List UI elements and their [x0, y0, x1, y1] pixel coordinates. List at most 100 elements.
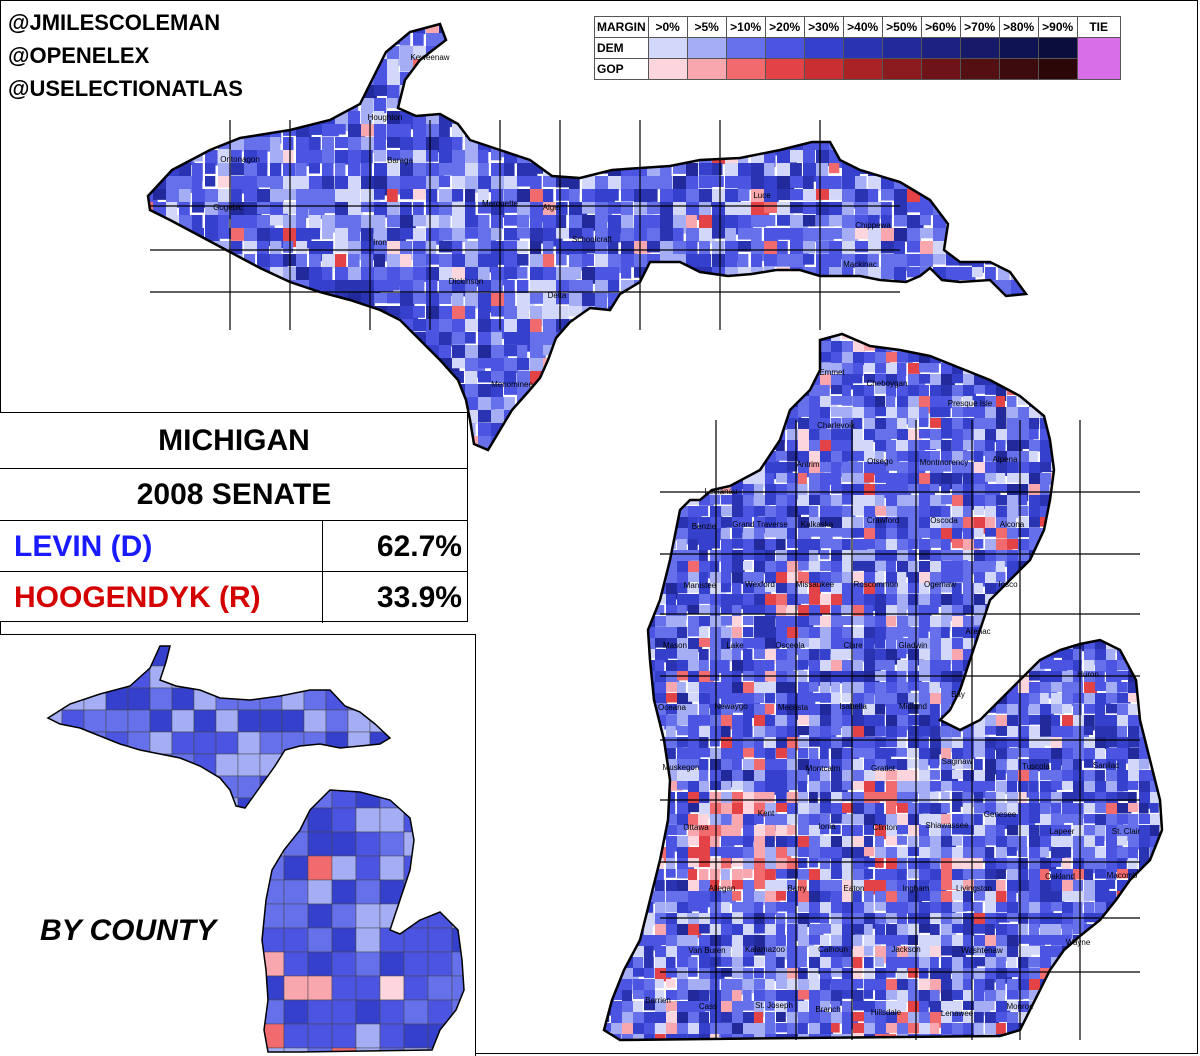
precinct-cell	[853, 737, 867, 752]
precinct-cell	[608, 72, 624, 87]
precinct-cell	[842, 869, 852, 886]
precinct-cell	[930, 693, 948, 705]
precinct-cell	[530, 319, 542, 337]
precinct-cell	[908, 583, 922, 594]
precinct-cell	[998, 72, 1012, 88]
precinct-cell	[1007, 858, 1021, 871]
precinct-cell	[1062, 396, 1075, 409]
precinct-cell	[452, 254, 469, 269]
precinct-cell	[798, 334, 814, 341]
precinct-cell	[798, 407, 813, 417]
precinct-cell	[1007, 627, 1022, 641]
precinct-cell	[974, 814, 983, 826]
precinct-cell	[608, 371, 623, 391]
precinct-cell	[257, 254, 271, 270]
precinct-cell	[348, 24, 363, 39]
precinct-cell	[270, 371, 285, 392]
precinct-cell	[148, 254, 154, 273]
precinct-cell	[148, 24, 156, 36]
precinct-cell	[897, 495, 908, 509]
precinct-cell	[803, 254, 815, 265]
precinct-cell	[218, 371, 237, 389]
precinct-cell	[686, 423, 698, 438]
precinct-cell	[820, 825, 830, 835]
precinct-cell	[688, 649, 699, 662]
precinct-cell	[608, 124, 627, 144]
precinct-cell	[283, 293, 302, 304]
precinct-cell	[1117, 561, 1134, 575]
precinct-cell	[1084, 627, 1094, 641]
precinct-cell	[166, 254, 179, 272]
precinct-cell	[283, 98, 302, 112]
precinct-cell	[754, 627, 772, 638]
precinct-cell	[985, 374, 997, 391]
precinct-cell	[595, 358, 606, 370]
precinct-cell	[1150, 627, 1161, 643]
precinct-cell	[309, 254, 321, 268]
precinct-cell	[765, 759, 778, 771]
precinct-cell	[974, 770, 988, 782]
precinct-cell	[996, 759, 1007, 774]
precinct-cell	[853, 561, 869, 571]
precinct-cell	[660, 332, 677, 345]
precinct-cell	[231, 24, 246, 36]
precinct-cell	[764, 176, 778, 193]
precinct-cell	[875, 715, 885, 733]
precinct-cell	[765, 473, 775, 485]
precinct-cell	[998, 124, 1014, 145]
precinct-cell	[919, 363, 934, 373]
precinct-cell	[941, 506, 951, 521]
precinct-cell	[504, 397, 515, 418]
precinct-cell	[1150, 671, 1162, 687]
precinct-cell	[985, 59, 996, 76]
legend-dem-swatch	[959, 37, 1000, 59]
precinct-cell	[621, 24, 632, 40]
precinct-cell	[699, 72, 716, 84]
precinct-cell	[776, 594, 789, 607]
precinct-cell	[699, 319, 719, 332]
precinct-cell	[1095, 495, 1108, 509]
precinct-cell	[985, 770, 996, 783]
precinct-cell	[787, 605, 798, 618]
precinct-cell	[166, 306, 186, 318]
precinct-cell	[595, 98, 614, 112]
precinct-cell	[296, 293, 315, 311]
precinct-cell	[604, 649, 610, 664]
precinct-cell	[790, 293, 809, 305]
precinct-cell	[608, 267, 620, 281]
precinct-cell	[452, 46, 468, 61]
precinct-cell	[933, 85, 947, 101]
precinct-cell	[1062, 352, 1071, 364]
precinct-cell	[842, 649, 859, 660]
precinct-cell	[634, 371, 651, 384]
precinct-cell	[595, 449, 607, 450]
precinct-cell	[908, 550, 917, 562]
precinct-cell	[894, 98, 913, 115]
precinct-cell	[816, 46, 832, 59]
precinct-cell	[604, 627, 617, 640]
precinct-cell	[853, 583, 864, 597]
precinct-cell	[611, 693, 629, 710]
precinct-cell	[868, 59, 879, 78]
precinct-cell	[721, 334, 736, 344]
precinct-cell	[699, 814, 709, 832]
precinct-cell	[875, 594, 890, 609]
precinct-cell	[270, 215, 286, 226]
precinct-cell	[765, 715, 776, 731]
precinct-cell	[244, 280, 261, 294]
precinct-cell	[1011, 137, 1026, 149]
precinct-cell	[886, 550, 902, 561]
precinct-cell	[465, 33, 479, 52]
precinct-cell	[725, 371, 737, 386]
precinct-cell	[634, 384, 647, 399]
precinct-cell	[776, 803, 794, 813]
precinct-cell	[1095, 473, 1105, 487]
precinct-cell	[604, 334, 616, 340]
precinct-cell	[666, 473, 680, 485]
precinct-cell	[647, 423, 667, 438]
precinct-cell	[919, 341, 930, 350]
precinct-cell	[886, 693, 898, 705]
precinct-cell	[996, 704, 1013, 714]
precinct-cell	[920, 124, 931, 140]
precinct-cell	[1007, 616, 1025, 634]
